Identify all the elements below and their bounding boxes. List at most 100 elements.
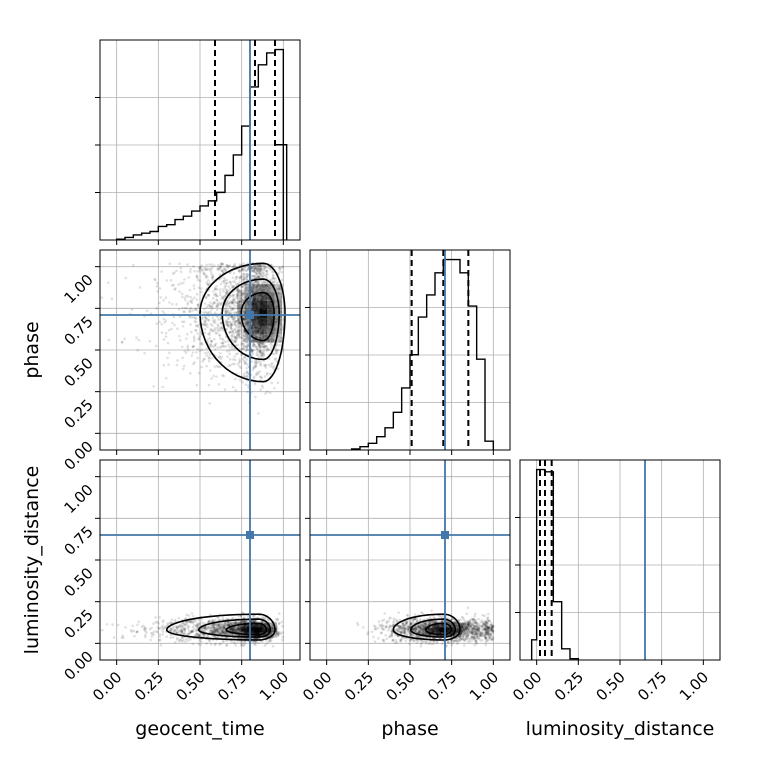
scatter-point [258, 623, 261, 627]
density-cell [244, 317, 253, 326]
scatter-point [212, 631, 215, 634]
scatter-point [446, 640, 450, 644]
scatter-point [252, 348, 255, 352]
scatter-point [253, 280, 256, 284]
scatter-point [220, 355, 223, 359]
scatter-point [274, 320, 277, 323]
scatter-point [197, 306, 200, 309]
scatter-point [396, 624, 400, 628]
scatter-point [226, 266, 230, 269]
scatter-point [252, 282, 256, 286]
scatter-point [187, 629, 191, 632]
scatter-point [160, 270, 163, 273]
scatter-point [490, 621, 493, 625]
scatter-point [414, 634, 418, 637]
scatter-point [269, 278, 273, 282]
scatter-point [263, 364, 267, 368]
scatter-point [195, 625, 198, 628]
scatter-point [275, 352, 278, 355]
scatter-point [229, 633, 233, 636]
scatter-point [229, 326, 233, 329]
scatter-point [255, 360, 259, 364]
scatter-point [218, 346, 222, 349]
scatter-point [230, 627, 234, 631]
scatter-point [491, 629, 495, 633]
scatter-point [209, 322, 212, 326]
scatter-point [242, 292, 246, 295]
scatter-point [260, 340, 263, 344]
scatter-point [230, 324, 234, 327]
scatter-point [271, 270, 274, 274]
scatter-point [201, 628, 205, 632]
scatter-point [140, 625, 144, 629]
scatter-point [206, 338, 209, 342]
scatter-point [208, 629, 212, 633]
scatter-point [258, 264, 262, 267]
density-cell [267, 325, 275, 335]
scatter-point [245, 302, 248, 305]
scatter-point [206, 325, 209, 329]
scatter-point [228, 358, 232, 361]
scatter-point [177, 283, 180, 286]
scatter-point [206, 275, 209, 279]
scatter-point [184, 640, 187, 643]
scatter-point [179, 282, 183, 285]
scatter-point [448, 622, 452, 626]
scatter-point [264, 392, 267, 395]
scatter-point [207, 620, 211, 623]
scatter-point [217, 356, 220, 359]
scatter-point [276, 634, 280, 638]
scatter-point [171, 626, 174, 630]
scatter-point [247, 343, 250, 347]
scatter-point [240, 285, 243, 289]
scatter-point [226, 289, 229, 293]
scatter-point [474, 624, 478, 627]
scatter-point [467, 624, 471, 628]
scatter-point [236, 627, 239, 631]
scatter-point [487, 636, 491, 639]
scatter-point [231, 362, 235, 366]
scatter-point [245, 625, 248, 629]
scatter-point [213, 626, 217, 630]
scatter-point [211, 319, 215, 322]
scatter-point [481, 632, 485, 635]
scatter-point [110, 297, 114, 301]
scatter-point [215, 298, 219, 302]
scatter-point [228, 305, 231, 308]
scatter-point [235, 301, 239, 304]
scatter-point [393, 641, 397, 645]
scatter-point [216, 294, 219, 298]
scatter-point [253, 625, 257, 629]
scatter-point [251, 352, 255, 356]
scatter-point [475, 631, 478, 634]
scatter-point [190, 630, 194, 633]
scatter-point [236, 290, 240, 294]
scatter-point [180, 630, 184, 633]
scatter-point [245, 334, 248, 338]
scatter-point [214, 642, 218, 646]
scatter-point [185, 613, 188, 617]
scatter-point [203, 323, 207, 327]
scatter-point [195, 623, 199, 627]
scatter-point [253, 625, 257, 628]
scatter-point [405, 621, 408, 624]
scatter-point [208, 305, 211, 309]
scatter-point [230, 346, 234, 349]
scatter-point [253, 625, 257, 628]
scatter-point [177, 307, 181, 311]
scatter-point [184, 617, 188, 620]
scatter-point [254, 266, 258, 270]
scatter-point [183, 310, 186, 314]
scatter-point [243, 330, 247, 333]
scatter-point [145, 309, 149, 313]
scatter-point [235, 293, 238, 296]
scatter-point [466, 622, 470, 626]
scatter-point [261, 625, 264, 628]
scatter-point [209, 270, 213, 273]
scatter-point [238, 289, 241, 293]
scatter-point [186, 632, 189, 636]
scatter-point [221, 631, 225, 634]
scatter-point [366, 631, 370, 634]
scatter-point [244, 296, 247, 299]
scatter-point [163, 321, 167, 324]
